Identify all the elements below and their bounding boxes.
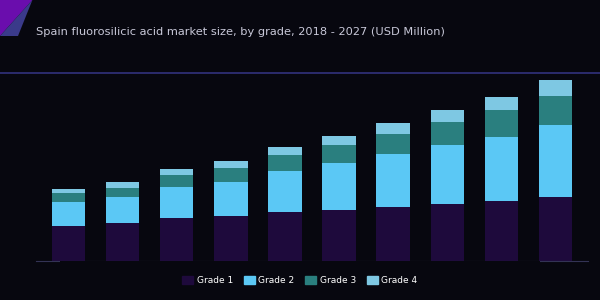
Bar — [214, 168, 248, 182]
Bar — [539, 96, 572, 125]
Bar — [52, 189, 85, 194]
Bar — [52, 202, 85, 226]
Bar — [160, 218, 193, 261]
Bar — [485, 110, 518, 137]
Bar — [376, 154, 410, 207]
Bar — [431, 204, 464, 261]
Bar — [160, 175, 193, 187]
Bar — [322, 163, 356, 210]
Bar — [106, 197, 139, 223]
Bar — [214, 216, 248, 261]
Bar — [268, 212, 302, 261]
Bar — [268, 147, 302, 155]
Bar — [485, 137, 518, 201]
Bar — [485, 201, 518, 261]
Bar — [485, 97, 518, 110]
Bar — [376, 134, 410, 154]
Bar — [431, 146, 464, 204]
Text: Spain fluorosilicic acid market size, by grade, 2018 - 2027 (USD Million): Spain fluorosilicic acid market size, by… — [36, 27, 445, 38]
Polygon shape — [0, 0, 32, 36]
Bar — [431, 110, 464, 122]
Bar — [214, 160, 248, 168]
Bar — [106, 182, 139, 188]
Bar — [322, 136, 356, 146]
Legend: Grade 1, Grade 2, Grade 3, Grade 4: Grade 1, Grade 2, Grade 3, Grade 4 — [179, 272, 421, 289]
Bar — [214, 182, 248, 216]
Bar — [376, 207, 410, 261]
Bar — [539, 197, 572, 261]
Bar — [160, 187, 193, 218]
Bar — [539, 125, 572, 197]
Bar — [431, 122, 464, 146]
Bar — [322, 210, 356, 261]
Bar — [268, 155, 302, 171]
Bar — [52, 226, 85, 261]
Bar — [376, 123, 410, 134]
Bar — [268, 171, 302, 212]
Bar — [52, 194, 85, 202]
Bar — [106, 223, 139, 261]
Bar — [106, 188, 139, 197]
Bar — [539, 80, 572, 96]
Polygon shape — [0, 0, 32, 36]
Bar — [160, 169, 193, 175]
Bar — [322, 146, 356, 163]
